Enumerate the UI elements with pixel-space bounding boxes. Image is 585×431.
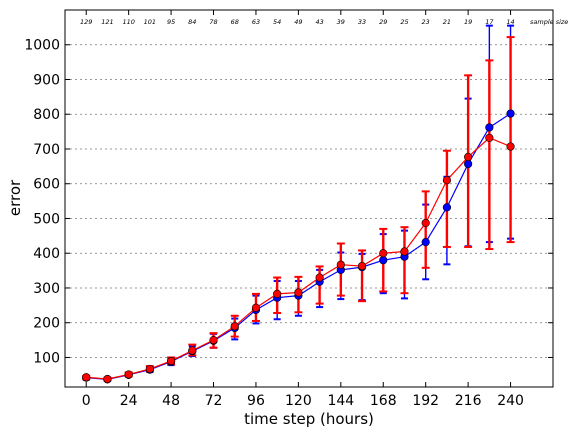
x-tick-label: 24 xyxy=(120,393,138,409)
y-tick-label: 400 xyxy=(33,246,60,262)
sample-size-value: 95 xyxy=(167,18,175,26)
sample-size-row: sample size 129 121 110 101 95 84 78 68 63 54 49 43… xyxy=(80,18,568,26)
x-tick-label: 240 xyxy=(497,393,524,409)
x-tick-label: 48 xyxy=(162,393,180,409)
series-layer xyxy=(82,24,515,384)
y-tick-label: 900 xyxy=(33,72,60,88)
x-axis-label: time step (hours) xyxy=(244,410,374,428)
y-tick-label: 100 xyxy=(33,350,60,366)
data-point xyxy=(124,370,133,379)
sample-size-value: 49 xyxy=(294,18,302,26)
x-tick-label: 192 xyxy=(412,393,439,409)
x-tick-label: 168 xyxy=(370,393,397,409)
data-point xyxy=(379,249,388,258)
data-point xyxy=(188,346,197,355)
sample-size-value: 63 xyxy=(252,18,260,26)
sample-size-value: 19 xyxy=(464,18,472,26)
data-point xyxy=(315,273,324,282)
sample-size-value: 25 xyxy=(400,18,408,26)
x-tick-label: 216 xyxy=(455,393,482,409)
data-point xyxy=(421,218,430,228)
data-point xyxy=(485,123,494,132)
data-point xyxy=(464,152,473,162)
y-tick-label: 600 xyxy=(33,177,60,193)
y-tick-label: 300 xyxy=(33,281,60,297)
data-point xyxy=(400,247,409,256)
x-tick-label: 144 xyxy=(327,393,354,409)
plot-frame xyxy=(64,9,554,388)
x-axis: 0 24 48 72 96 120 144 168 192 216 240 xyxy=(82,10,524,409)
data-point xyxy=(379,256,388,265)
sample-size-value: 43 xyxy=(315,18,323,26)
sample-size-value: 78 xyxy=(209,18,217,26)
sample-size-value: 54 xyxy=(273,18,281,26)
sample-size-value: 14 xyxy=(506,18,514,26)
y-tick-label: 800 xyxy=(33,107,60,123)
data-point xyxy=(273,289,282,298)
data-point xyxy=(294,288,303,297)
data-point xyxy=(506,142,515,151)
x-tick-label: 120 xyxy=(285,393,312,409)
data-point xyxy=(103,374,112,384)
data-point xyxy=(442,176,452,185)
sample-size-label: sample size xyxy=(530,18,568,26)
data-point xyxy=(166,356,176,366)
data-point xyxy=(336,260,345,269)
sample-size-value: 21 xyxy=(443,18,451,26)
y-tick-label: 700 xyxy=(33,142,60,158)
data-point xyxy=(442,203,452,212)
data-point xyxy=(485,133,494,142)
sample-size-value: 39 xyxy=(337,18,345,26)
data-point xyxy=(230,322,239,331)
y-grid xyxy=(65,44,553,358)
data-point xyxy=(251,303,261,312)
y-tick-label: 200 xyxy=(33,316,60,332)
x-tick-label: 0 xyxy=(82,393,91,409)
data-point xyxy=(421,238,430,247)
data-point xyxy=(209,335,218,345)
sample-size-value: 84 xyxy=(188,18,196,26)
sample-size-value: 68 xyxy=(231,18,239,26)
y-tick-label: 500 xyxy=(33,211,60,227)
sample-size-value: 129 xyxy=(80,18,92,26)
data-point xyxy=(506,109,515,118)
sample-size-value: 23 xyxy=(422,18,430,26)
red-series xyxy=(82,133,515,384)
data-point xyxy=(82,373,91,382)
y-tick-label: 1000 xyxy=(24,38,60,54)
data-point xyxy=(357,261,367,271)
sample-size-value: 33 xyxy=(358,18,366,26)
data-point xyxy=(145,364,154,374)
data-point xyxy=(464,159,473,169)
sample-size-value: 110 xyxy=(122,18,134,26)
y-axis: 100 200 300 400 500 600 700 800 900 1000 xyxy=(24,38,553,366)
sample-size-value: 101 xyxy=(144,18,156,26)
x-tick-label: 72 xyxy=(205,393,223,409)
sample-size-value: 17 xyxy=(485,18,494,26)
sample-size-value: 29 xyxy=(379,18,387,26)
sample-size-value: 121 xyxy=(101,18,113,26)
x-tick-label: 96 xyxy=(247,393,265,409)
y-axis-label: error xyxy=(6,179,24,216)
